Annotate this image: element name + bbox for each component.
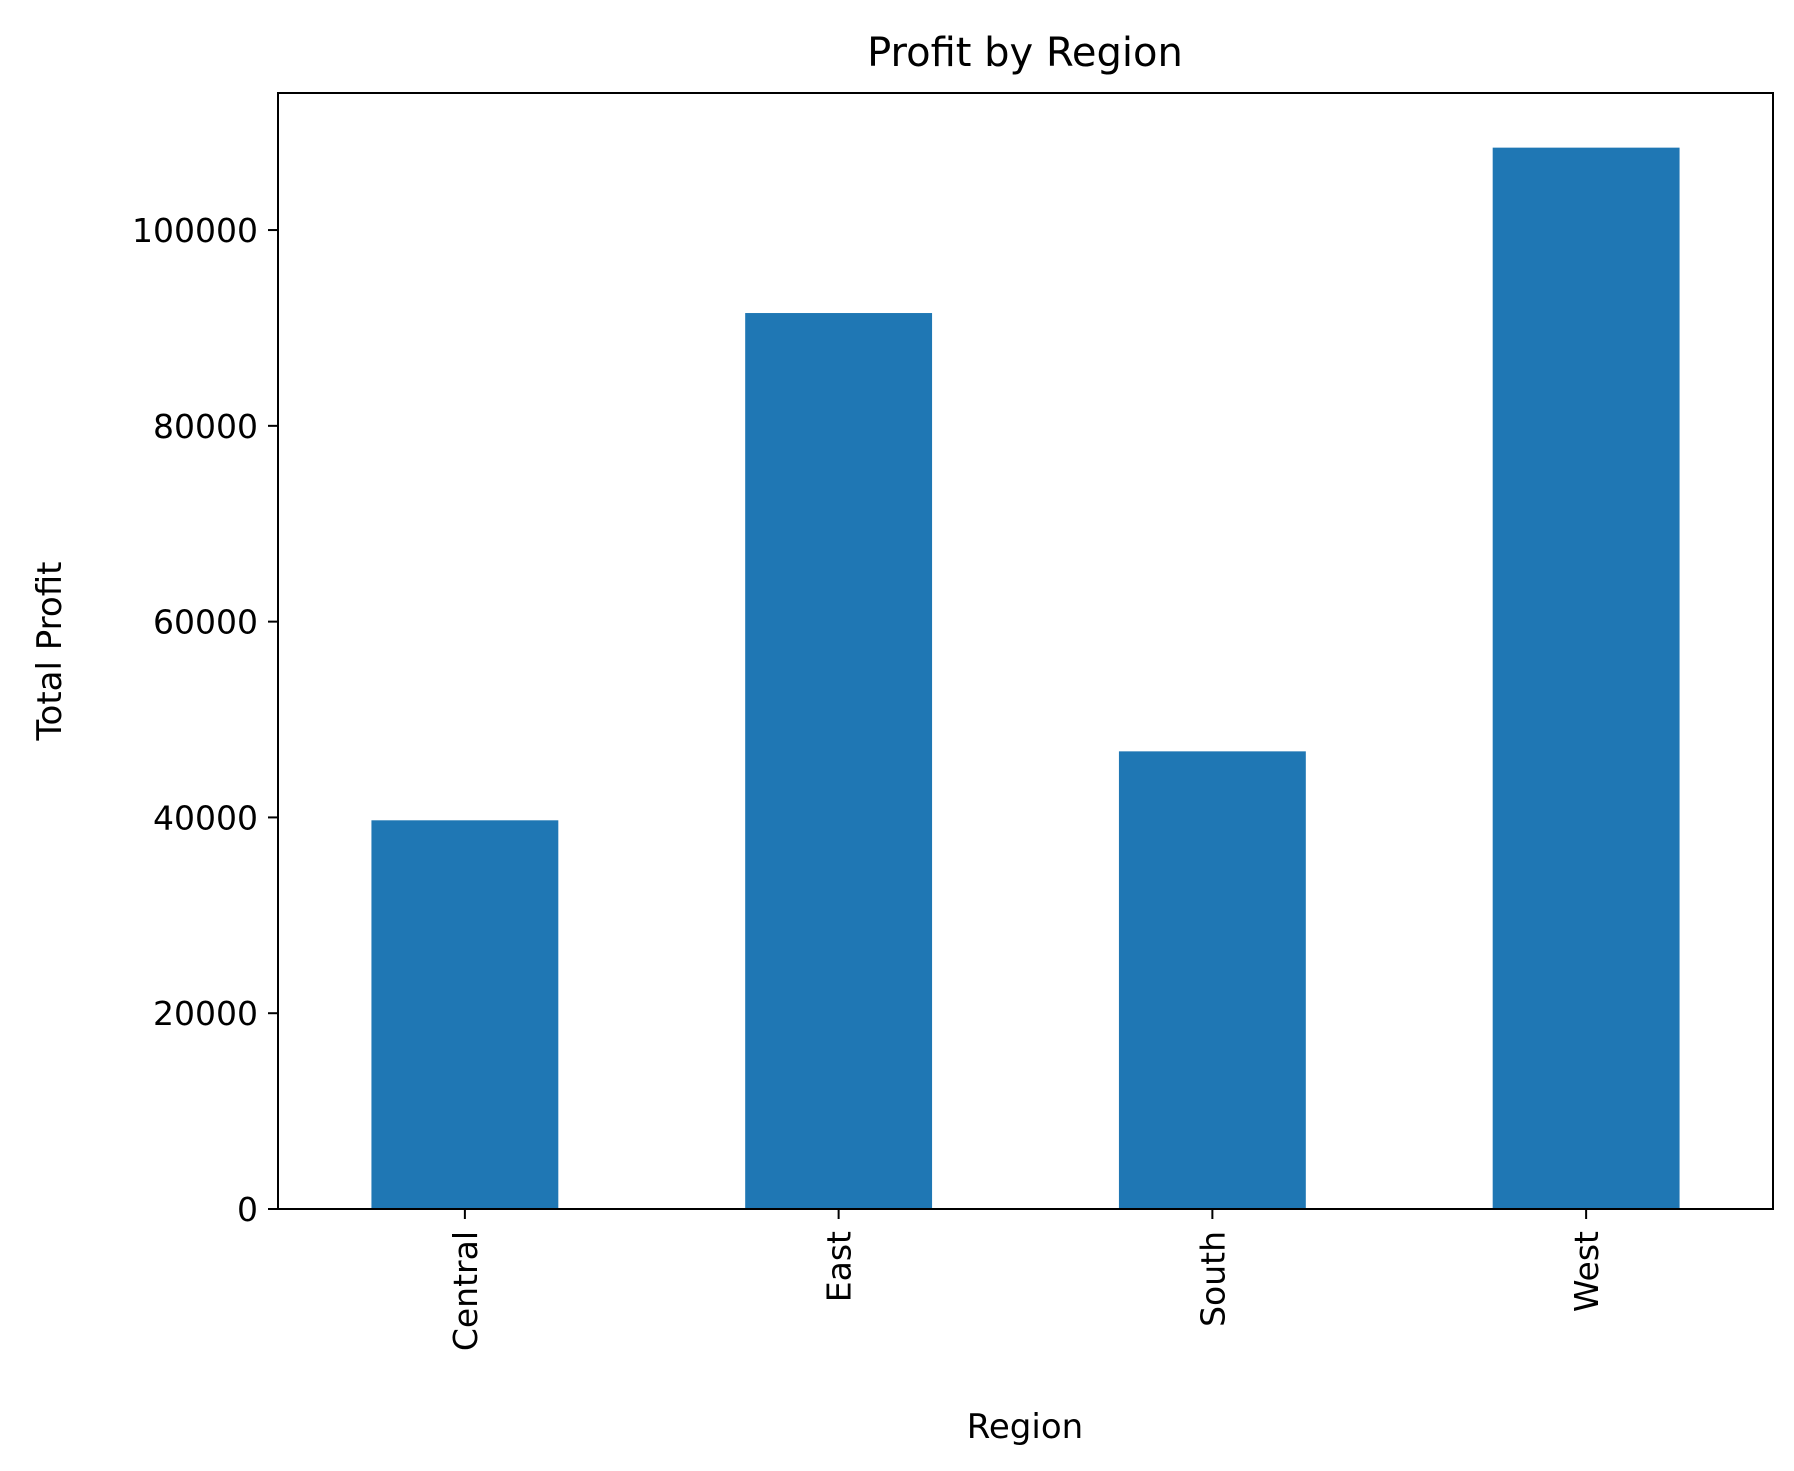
- y-axis-label: Total Profit: [30, 562, 70, 742]
- y-axis: 0 20000 40000 60000 80000 100000: [132, 211, 278, 1229]
- x-tick-label: West: [1567, 1231, 1606, 1312]
- bar-east: [745, 313, 933, 1210]
- x-axis-label: Region: [967, 1407, 1083, 1447]
- y-tick-label: 20000: [153, 994, 258, 1033]
- x-tick-label: Central: [446, 1231, 485, 1351]
- x-tick-label: East: [820, 1231, 859, 1302]
- x-axis: Central East South West: [446, 1209, 1606, 1351]
- bars-group: [371, 147, 1680, 1210]
- y-tick-label: 0: [237, 1190, 258, 1229]
- x-tick-label: South: [1193, 1231, 1232, 1327]
- y-tick-label: 60000: [153, 603, 258, 642]
- y-tick-label: 80000: [153, 407, 258, 446]
- bar-west: [1492, 147, 1680, 1210]
- chart-title: Profit by Region: [867, 30, 1183, 76]
- y-tick-label: 40000: [153, 798, 258, 837]
- bar-south: [1118, 751, 1306, 1209]
- plot-frame: [277, 92, 1774, 1210]
- y-tick-label: 100000: [132, 211, 258, 250]
- bar-central: [371, 820, 559, 1209]
